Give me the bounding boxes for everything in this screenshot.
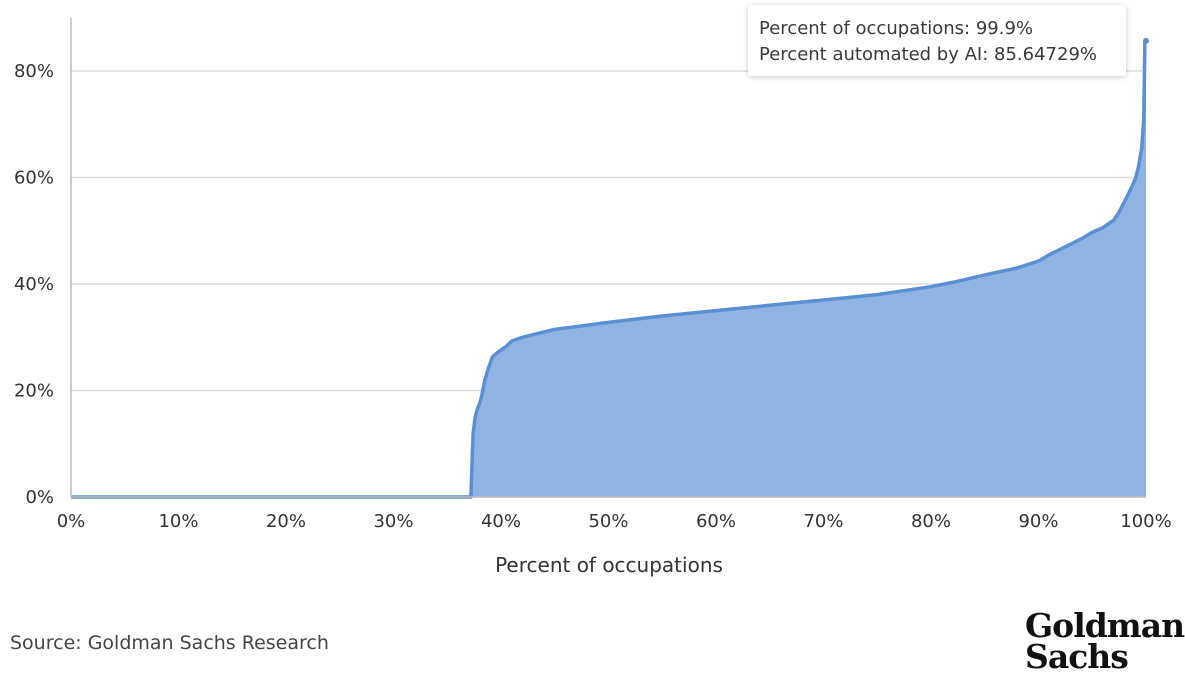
tooltip-line-automated: Percent automated by AI: 85.64729% xyxy=(759,44,1098,65)
x-tick-labels: 0% 10% 20% 30% 40% 50% 60% 70% 80% 90% 100% xyxy=(57,511,1172,532)
x-tick-label: 60% xyxy=(696,511,736,532)
x-tick-label: 30% xyxy=(373,511,413,532)
source-note: Source: Goldman Sachs Research xyxy=(10,632,329,654)
logo-line-2: Sachs xyxy=(1025,637,1129,676)
tooltip: Percent of occupations: 99.9% Percent au… xyxy=(748,5,1126,76)
x-tick-label: 0% xyxy=(57,511,86,532)
x-axis-title: Percent of occupations xyxy=(495,553,723,577)
x-tick-label: 100% xyxy=(1120,511,1171,532)
y-tick-label: 40% xyxy=(14,274,54,295)
x-tick-label: 40% xyxy=(481,511,521,532)
goldman-sachs-logo: Goldman Sachs xyxy=(1025,606,1185,676)
x-tick-label: 70% xyxy=(803,511,843,532)
y-tick-label: 60% xyxy=(14,168,54,189)
series-line xyxy=(71,39,1147,499)
hover-point[interactable] xyxy=(1143,37,1149,44)
x-tick-label: 50% xyxy=(588,511,628,532)
tooltip-line-occupations: Percent of occupations: 99.9% xyxy=(759,18,1034,39)
x-tick-label: 80% xyxy=(911,511,951,532)
x-tick-label: 10% xyxy=(158,511,198,532)
area-fill xyxy=(71,40,1146,498)
y-tick-label: 0% xyxy=(25,487,54,508)
y-tick-label: 20% xyxy=(14,381,54,402)
logo-line-1: Goldman xyxy=(1025,606,1185,645)
y-tick-label: 80% xyxy=(14,61,54,82)
x-tick-label: 20% xyxy=(266,511,306,532)
y-tick-labels: 0% 20% 40% 60% 80% xyxy=(14,61,54,508)
x-tick-label: 90% xyxy=(1018,511,1058,532)
